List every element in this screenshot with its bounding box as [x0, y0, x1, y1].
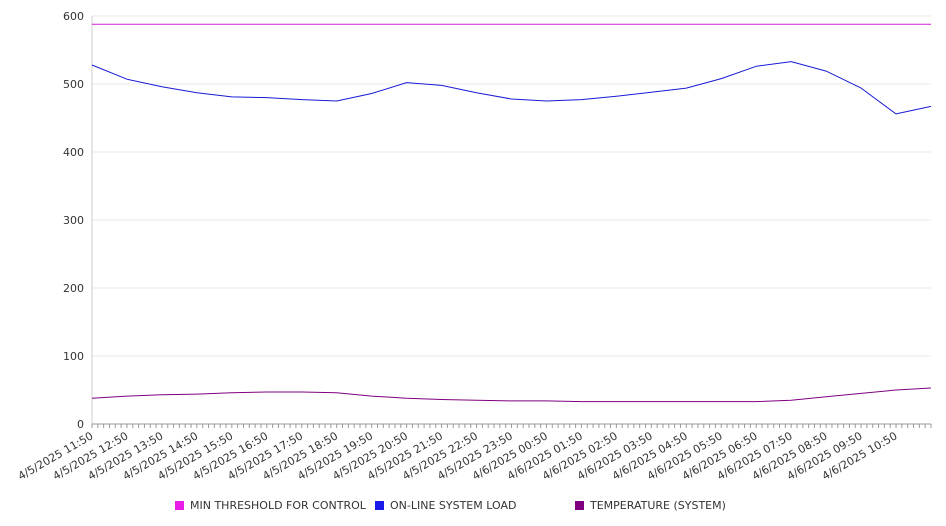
y-tick-label-200: 200 — [63, 282, 84, 295]
legend-item-system-load[interactable]: ON-LINE SYSTEM LOAD — [375, 498, 516, 512]
legend-label-min-threshold: MIN THRESHOLD FOR CONTROL — [190, 498, 366, 512]
grid-lines — [92, 15, 931, 357]
legend: MIN THRESHOLD FOR CONTROL ON-LINE SYSTEM… — [0, 498, 946, 516]
legend-swatch-min-threshold — [175, 500, 184, 510]
legend-label-temperature: TEMPERATURE (SYSTEM) — [590, 498, 726, 512]
series-line-1 — [91, 61, 932, 115]
axes — [91, 16, 932, 428]
y-tick-label-0: 0 — [77, 418, 84, 431]
y-tick-label-400: 400 — [63, 146, 84, 159]
y-tick-label-300: 300 — [63, 214, 84, 227]
series-line-2 — [91, 387, 932, 403]
series-lines — [91, 23, 932, 403]
y-axis-tick-labels: 0 100 200 300 400 500 600 — [63, 10, 84, 431]
legend-item-temperature[interactable]: TEMPERATURE (SYSTEM) — [575, 498, 726, 512]
legend-swatch-system-load — [375, 500, 384, 510]
legend-item-min-threshold[interactable]: MIN THRESHOLD FOR CONTROL — [175, 498, 366, 512]
y-tick-label-500: 500 — [63, 78, 84, 91]
x-axis-tick-labels: 4/5/2025 11:504/5/2025 12:504/5/2025 13:… — [16, 429, 900, 483]
legend-swatch-temperature — [575, 500, 584, 510]
y-tick-label-100: 100 — [63, 350, 84, 363]
legend-label-system-load: ON-LINE SYSTEM LOAD — [390, 498, 517, 512]
y-tick-label-600: 600 — [63, 10, 84, 23]
